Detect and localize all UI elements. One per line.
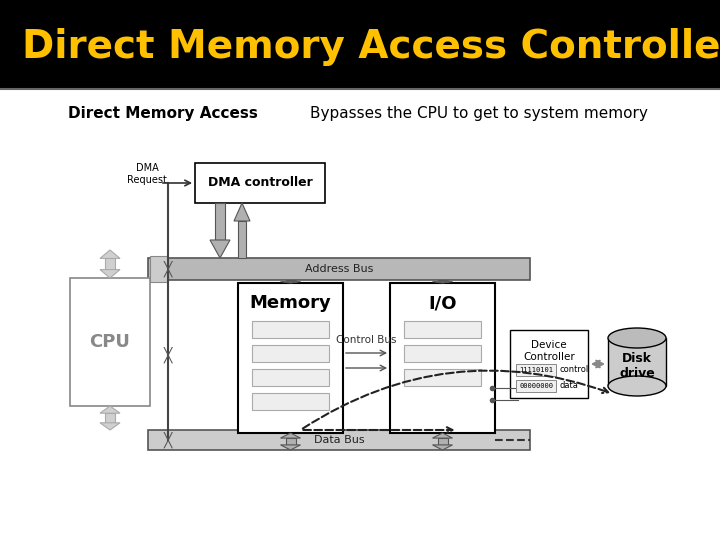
Text: Direct Memory Access Controller: Direct Memory Access Controller: [22, 28, 720, 66]
Polygon shape: [281, 433, 300, 438]
Text: Memory: Memory: [250, 294, 331, 312]
Bar: [608, 338, 666, 386]
Text: Bypasses the CPU to get to system memory: Bypasses the CPU to get to system memory: [310, 106, 648, 121]
Text: data: data: [559, 381, 578, 390]
Polygon shape: [286, 438, 295, 445]
Text: 11110101: 11110101: [519, 367, 553, 373]
Bar: [516, 380, 556, 392]
Text: DMA controller: DMA controller: [207, 177, 312, 190]
Polygon shape: [100, 250, 120, 259]
Text: 00000000: 00000000: [519, 383, 553, 389]
Bar: [0, 88, 720, 540]
Text: control: control: [559, 366, 588, 375]
Ellipse shape: [608, 328, 666, 348]
Bar: [404, 321, 481, 338]
Bar: [252, 321, 329, 338]
Text: Address Bus: Address Bus: [305, 264, 373, 274]
Bar: [390, 283, 495, 433]
Bar: [195, 163, 325, 203]
Ellipse shape: [608, 376, 666, 396]
Polygon shape: [100, 406, 120, 413]
Bar: [404, 345, 481, 362]
Text: Control Bus: Control Bus: [336, 335, 397, 345]
Text: ╳: ╳: [164, 261, 172, 277]
Bar: [70, 278, 150, 406]
Text: CPU: CPU: [89, 333, 130, 351]
Text: Direct Memory Access: Direct Memory Access: [68, 106, 258, 121]
Bar: [404, 369, 481, 386]
Bar: [150, 256, 168, 282]
Bar: [252, 345, 329, 362]
Polygon shape: [281, 445, 300, 450]
Bar: [516, 364, 556, 376]
Text: Disk
drive: Disk drive: [619, 352, 655, 380]
Polygon shape: [234, 203, 250, 221]
Polygon shape: [433, 282, 452, 283]
Polygon shape: [438, 280, 448, 282]
Polygon shape: [286, 280, 295, 282]
Text: ╳: ╳: [164, 432, 172, 448]
Polygon shape: [281, 282, 300, 283]
Bar: [510, 330, 588, 398]
Polygon shape: [215, 203, 225, 240]
Text: Data Bus: Data Bus: [314, 435, 364, 445]
Text: DMA
Request: DMA Request: [127, 163, 167, 185]
Polygon shape: [100, 423, 120, 430]
Polygon shape: [438, 438, 448, 445]
Bar: [148, 430, 530, 450]
Polygon shape: [433, 445, 452, 450]
Polygon shape: [210, 240, 230, 258]
Polygon shape: [433, 433, 452, 438]
Text: ╳: ╳: [164, 347, 172, 363]
Bar: [148, 258, 530, 280]
Bar: [252, 393, 329, 410]
Polygon shape: [105, 413, 115, 423]
Text: I/O: I/O: [428, 294, 456, 312]
Bar: [252, 369, 329, 386]
Polygon shape: [105, 259, 115, 269]
Polygon shape: [238, 221, 246, 258]
Bar: [0, 0, 720, 88]
Polygon shape: [100, 269, 120, 278]
Bar: [238, 283, 343, 433]
Text: Device
Controller: Device Controller: [523, 340, 575, 362]
